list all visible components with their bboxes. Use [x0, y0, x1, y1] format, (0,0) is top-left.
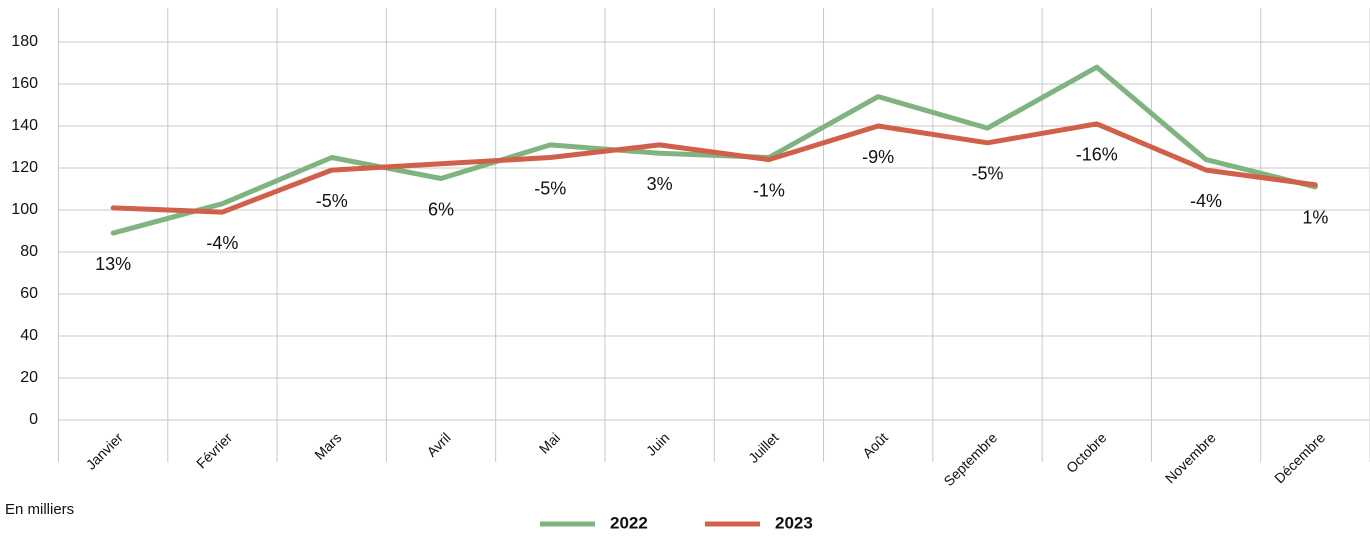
y-tick-label: 80	[20, 243, 38, 260]
change-label: -4%	[206, 233, 238, 253]
x-tick-label: Décembre	[1271, 429, 1328, 486]
x-tick-label: Novembre	[1162, 429, 1219, 486]
series-line	[110, 64, 1318, 236]
x-tick-label: Août	[859, 429, 891, 461]
change-label: -1%	[753, 180, 785, 200]
change-label: -5%	[316, 191, 348, 211]
x-tick-label: Octobre	[1063, 429, 1110, 476]
y-tick-label: 100	[11, 201, 38, 218]
change-label: -4%	[1190, 191, 1222, 211]
y-tick-label: 40	[20, 327, 38, 344]
change-label: 6%	[428, 199, 454, 219]
change-label: -5%	[534, 178, 566, 198]
y-tick-label: 20	[20, 369, 38, 386]
legend-label: 2022	[610, 513, 648, 532]
x-tick-label: Janvier	[83, 429, 126, 472]
change-label: -16%	[1076, 145, 1118, 165]
legend-label: 2023	[775, 513, 813, 532]
change-label: -9%	[862, 147, 894, 167]
series-line	[110, 121, 1318, 215]
y-tick-label: 120	[11, 159, 38, 176]
change-label: 13%	[95, 254, 131, 274]
unit-note: En milliers	[5, 501, 74, 518]
change-label: -5%	[971, 164, 1003, 184]
x-tick-label: Septembre	[940, 429, 1000, 489]
x-tick-label: Avril	[423, 429, 453, 459]
change-label: 3%	[647, 174, 673, 194]
x-tick-label: Février	[193, 429, 235, 471]
y-tick-label: 160	[11, 75, 38, 92]
x-tick-label: Juillet	[745, 429, 782, 466]
y-tick-label: 60	[20, 285, 38, 302]
x-tick-label: Mars	[311, 429, 344, 462]
change-label: 1%	[1302, 208, 1328, 228]
x-tick-label: Juin	[643, 429, 672, 458]
y-tick-label: 0	[29, 411, 38, 428]
x-tick-label: Mai	[536, 429, 563, 456]
y-tick-label: 140	[11, 117, 38, 134]
y-tick-label: 180	[11, 33, 38, 50]
